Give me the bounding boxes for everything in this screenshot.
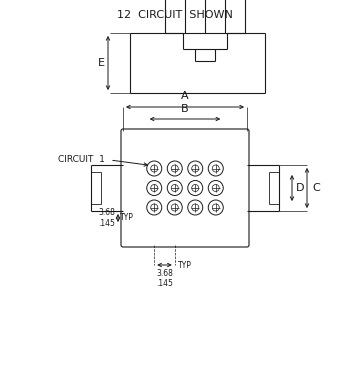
Text: 3.68
.145: 3.68 .145	[98, 208, 115, 228]
Text: 12  CIRCUIT  SHOWN: 12 CIRCUIT SHOWN	[117, 10, 233, 20]
Text: C: C	[312, 183, 320, 193]
Text: A: A	[181, 91, 189, 101]
Text: E: E	[98, 58, 105, 68]
Text: TYP: TYP	[120, 214, 134, 223]
Text: 3.68
.145: 3.68 .145	[156, 269, 173, 288]
Text: CIRCUIT  1: CIRCUIT 1	[58, 155, 105, 164]
Text: TYP: TYP	[178, 260, 192, 270]
Text: B: B	[181, 104, 189, 114]
Text: D: D	[296, 183, 304, 193]
FancyBboxPatch shape	[121, 129, 249, 247]
